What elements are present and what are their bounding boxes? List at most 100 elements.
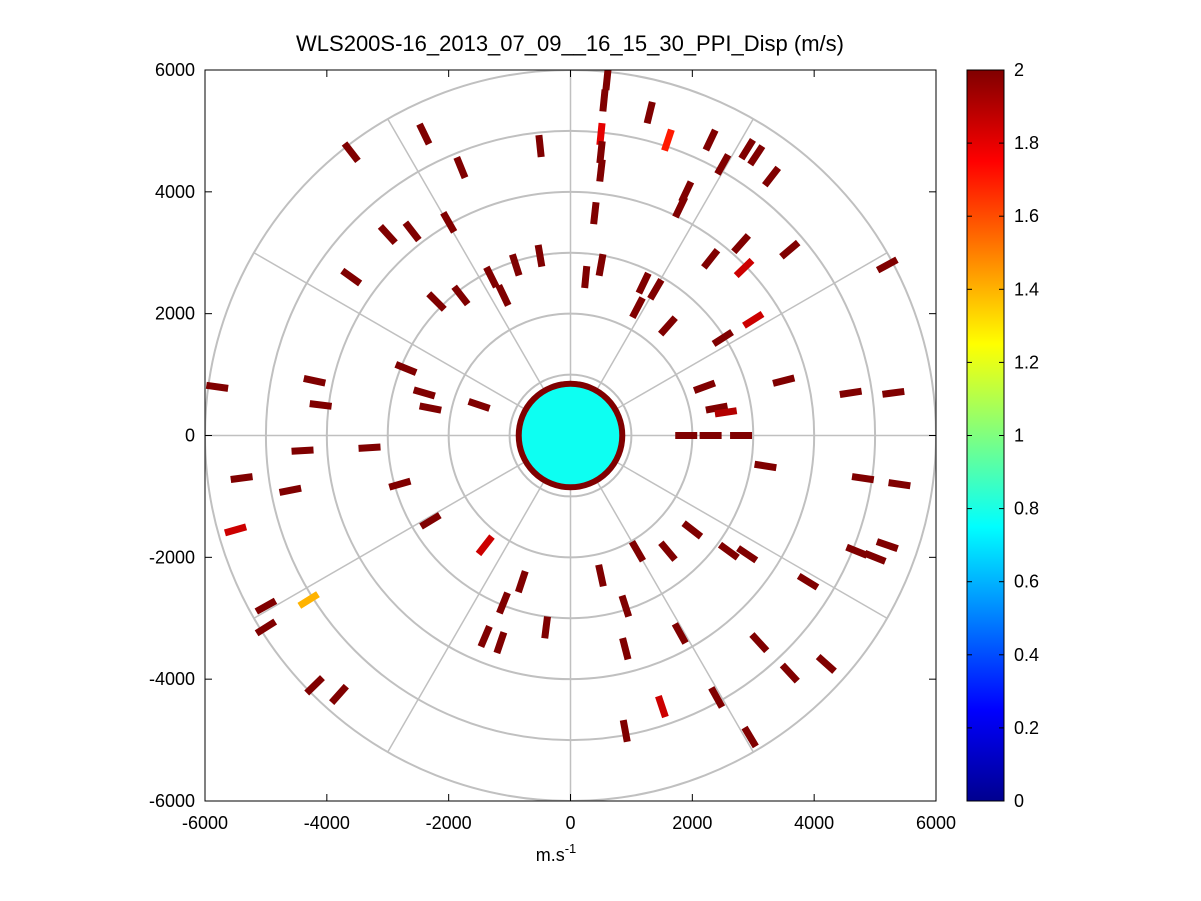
data-point xyxy=(658,315,678,337)
data-point xyxy=(377,224,398,246)
data-point xyxy=(658,540,678,562)
near-field-rim xyxy=(515,380,626,491)
data-point xyxy=(851,473,875,484)
x-tick-label: 2000 xyxy=(672,813,712,833)
data-point xyxy=(541,616,551,639)
data-point xyxy=(717,541,740,561)
data-point xyxy=(493,631,508,655)
data-point xyxy=(702,128,719,152)
data-point xyxy=(881,387,905,398)
data-point xyxy=(596,159,606,182)
colorbar-tick-label: 2 xyxy=(1014,60,1024,80)
data-point xyxy=(426,291,447,312)
data-point xyxy=(440,211,458,234)
data-point xyxy=(412,386,436,400)
data-point xyxy=(701,248,721,270)
data-point xyxy=(416,122,433,146)
colorbar xyxy=(966,69,1005,802)
data-point xyxy=(635,271,652,295)
polar-grid xyxy=(205,70,936,801)
data-point xyxy=(496,591,511,615)
data-point xyxy=(754,460,777,472)
data-point xyxy=(845,543,869,559)
y-tick-label: 6000 xyxy=(155,60,195,80)
colorbar-tick-label: 0 xyxy=(1014,791,1024,811)
x-tick-label: 0 xyxy=(565,813,575,833)
data-point xyxy=(749,632,770,654)
data-point xyxy=(599,89,609,112)
data-point xyxy=(738,138,756,161)
data-point xyxy=(303,374,327,387)
data-point xyxy=(619,637,632,661)
data-point xyxy=(699,432,722,439)
data-point xyxy=(762,165,782,188)
data-point xyxy=(742,310,765,329)
data-point xyxy=(772,374,796,387)
data-point xyxy=(278,484,302,496)
colorbar-tick-label: 1.8 xyxy=(1014,133,1039,153)
axis-ticks: -6000 -4000 -2000 0 2000 4000 6000 6000 4000 2000… xyxy=(149,60,956,833)
data-point xyxy=(692,379,717,394)
y-tick-label: 0 xyxy=(185,426,195,446)
y-tick-label: -4000 xyxy=(149,669,195,689)
data-point xyxy=(595,253,607,277)
data-point xyxy=(535,134,545,158)
data-point xyxy=(875,538,899,553)
x-axis-label: m.s-1 xyxy=(536,841,577,865)
data-point xyxy=(681,520,704,540)
data-point xyxy=(731,233,752,255)
data-point xyxy=(453,156,469,180)
x-tick-label: -2000 xyxy=(426,813,472,833)
data-point xyxy=(358,443,381,452)
data-point xyxy=(419,512,442,530)
data-point xyxy=(839,387,863,398)
data-point xyxy=(205,381,229,392)
data-point xyxy=(394,361,418,376)
x-tick-label: 6000 xyxy=(916,813,956,833)
data-point xyxy=(223,523,248,537)
data-point xyxy=(628,539,647,563)
near-field-disk xyxy=(518,383,623,488)
azimuth-spoke xyxy=(253,252,571,437)
data-point xyxy=(477,625,493,648)
data-point xyxy=(602,70,612,91)
azimuth-spoke xyxy=(569,435,754,753)
colorbar-tick-label: 1.4 xyxy=(1014,279,1039,299)
data-point xyxy=(711,329,734,347)
data-point xyxy=(779,662,800,684)
data-point xyxy=(815,653,837,674)
data-point xyxy=(596,140,606,164)
y-tick-label: -6000 xyxy=(149,791,195,811)
colorbar-tick-label: 0.6 xyxy=(1014,572,1039,592)
x-tick-label: -4000 xyxy=(304,813,350,833)
y-tick-label: 4000 xyxy=(155,182,195,202)
data-point xyxy=(581,265,591,289)
colorbar-tick-label: 1.2 xyxy=(1014,352,1039,372)
scatter-layer xyxy=(205,70,911,749)
data-point xyxy=(672,195,689,219)
data-point xyxy=(297,591,320,609)
data-point xyxy=(643,101,656,125)
data-point xyxy=(655,695,669,719)
azimuth-spoke xyxy=(569,118,754,436)
azimuth-spoke xyxy=(387,435,572,753)
data-point xyxy=(736,545,759,564)
chart-title: WLS200S-16_2013_07_09__16_15_30_PPI_Disp… xyxy=(296,31,844,56)
data-point xyxy=(708,686,726,709)
colorbar-tick-label: 0.2 xyxy=(1014,718,1039,738)
data-point xyxy=(590,201,600,225)
data-point xyxy=(418,402,442,414)
data-point xyxy=(534,244,546,268)
data-point xyxy=(714,153,732,176)
data-point xyxy=(671,622,689,645)
data-point xyxy=(714,407,738,418)
colorbar-ticks: 2 1.8 1.6 1.4 1.2 1 0.8 0.6 0.4 0.2 0 xyxy=(967,60,1039,811)
data-point xyxy=(596,122,606,146)
data-point xyxy=(629,296,646,319)
data-point xyxy=(730,432,753,439)
colorbar-tick-label: 0.8 xyxy=(1014,499,1039,519)
data-point xyxy=(230,473,254,483)
data-point xyxy=(647,278,665,301)
data-point xyxy=(741,725,759,749)
data-point xyxy=(388,477,412,491)
